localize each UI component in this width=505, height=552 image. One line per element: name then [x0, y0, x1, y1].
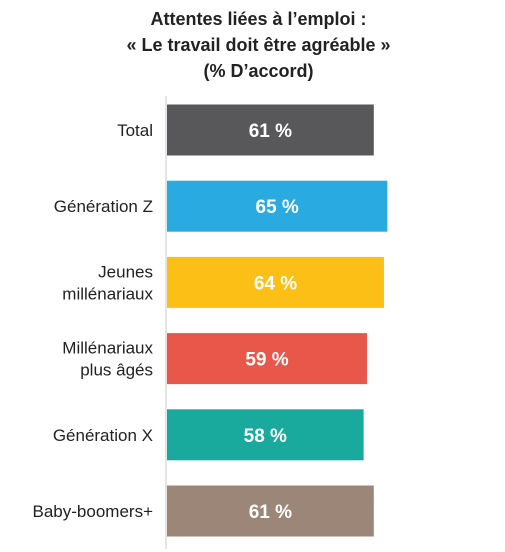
bar-2: [167, 256, 384, 308]
category-label-3-line-1: plus âgés: [80, 361, 153, 380]
chart-title: Attentes liées à l’emploi : « Le travail…: [6, 6, 505, 84]
category-label-2-line-0: Jeunes: [98, 262, 153, 281]
value-label-2: 64 %: [254, 273, 297, 294]
bar-4: [167, 409, 364, 461]
bar-3: [167, 333, 368, 385]
category-label-5: Baby-boomers+: [33, 502, 154, 521]
bar-1: [167, 180, 388, 232]
category-label-1-line-0: Génération Z: [54, 197, 153, 216]
bar-5: [167, 485, 374, 537]
value-label-0: 61 %: [249, 121, 292, 142]
value-label-5: 61 %: [249, 502, 292, 523]
category-label-5-line-0: Baby-boomers+: [33, 502, 154, 521]
category-label-2-line-1: millénariaux: [62, 284, 153, 303]
category-label-3-line-0: Millénariaux: [62, 339, 153, 358]
category-label-0-line-0: Total: [117, 121, 153, 140]
value-label-1: 65 %: [256, 197, 299, 218]
category-label-0: Total: [117, 121, 153, 140]
chart-title-line-3: (% D’accord): [203, 61, 314, 81]
category-label-2: Jeunes millénariaux: [62, 262, 153, 303]
chart-title-line-1: Attentes liées à l’emploi :: [150, 9, 367, 29]
category-label-4: Génération X: [53, 426, 153, 445]
category-label-4-line-0: Génération X: [53, 426, 153, 445]
value-label-4: 58 %: [244, 426, 287, 447]
category-label-3: Millénariaux plus âgés: [62, 339, 153, 380]
category-label-1: Génération Z: [54, 197, 153, 216]
value-label-3: 59 %: [245, 350, 288, 371]
bar-0: [167, 104, 374, 156]
chart-title-line-2: « Le travail doit être agréable »: [126, 35, 391, 55]
